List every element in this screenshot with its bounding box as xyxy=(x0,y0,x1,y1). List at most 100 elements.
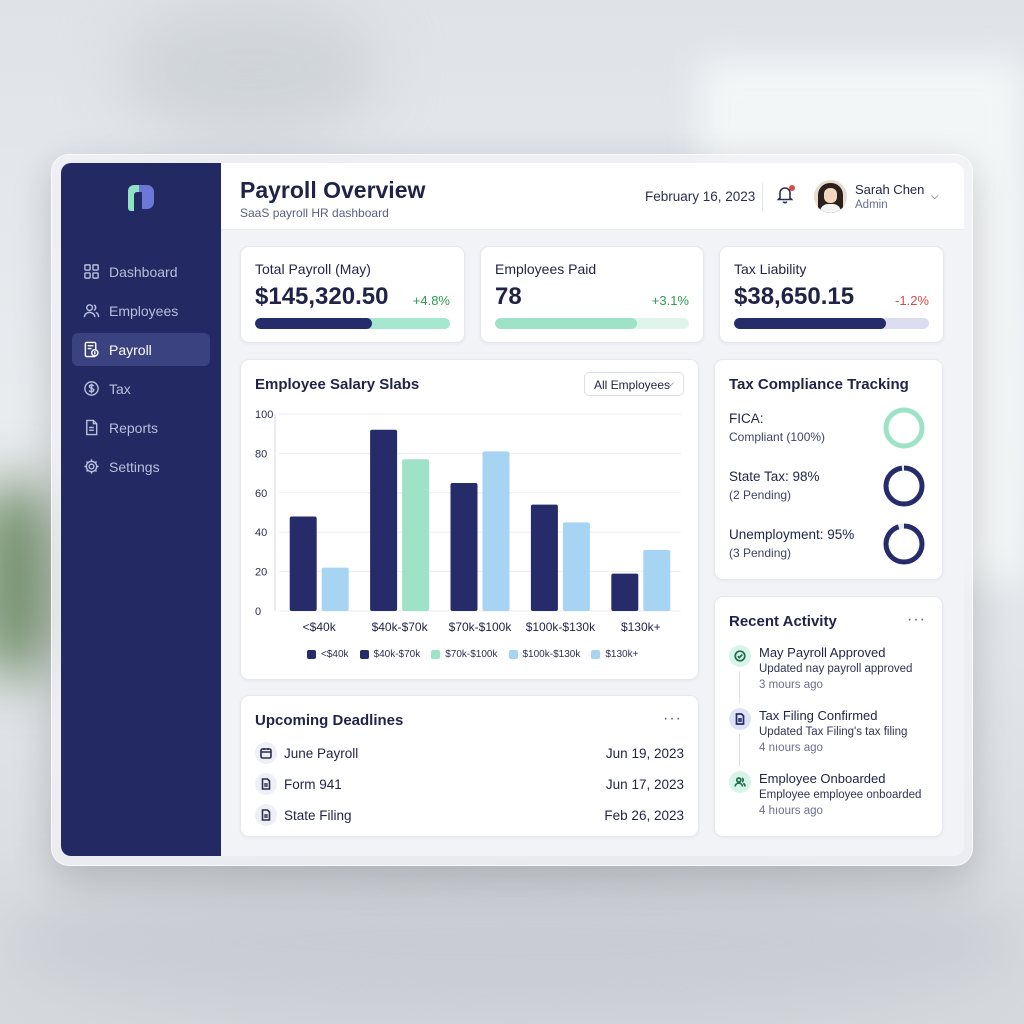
legend-swatch xyxy=(431,650,441,659)
sidebar-item-reports[interactable]: Reports xyxy=(72,411,210,444)
legend-swatch xyxy=(359,650,369,659)
progress-fill xyxy=(734,318,887,329)
bar xyxy=(289,516,317,611)
legend-label: $100k-$130k xyxy=(522,649,581,660)
bar xyxy=(611,573,639,611)
legend-swatch xyxy=(508,650,518,659)
deadline-row[interactable]: Form 941 Jun 17, 2023 xyxy=(255,773,684,795)
activity-description: Updated nay payroll approved xyxy=(759,663,913,675)
activity-time: 4 hıours ago xyxy=(759,805,823,817)
compliance-row-fica: FICA: Compliant (100%) xyxy=(729,411,825,444)
deadline-name: Form 941 xyxy=(284,776,342,792)
brand-logo[interactable] xyxy=(126,183,156,213)
compliance-status: (3 Pending) xyxy=(729,546,792,560)
x-tick-label: $100k-$130k xyxy=(526,620,596,634)
kpi-value: $38,650.15 xyxy=(734,283,855,310)
background-floor xyxy=(0,860,1024,1024)
page-title: Payroll Overview xyxy=(240,177,426,203)
progress-bar xyxy=(495,318,689,329)
x-tick-label: $40k-$70k xyxy=(372,620,429,634)
ring-progress xyxy=(883,407,925,449)
card-title: Tax Compliance Tracking xyxy=(729,376,909,393)
sidebar-item-tax[interactable]: Tax xyxy=(72,372,210,405)
kpi-delta: -1.2% xyxy=(895,293,929,308)
chevron-down-icon: ⌵ xyxy=(667,378,674,388)
kpi-value: $145,320.50 xyxy=(255,283,389,310)
main-content: Payroll Overview SaaS payroll HR dashboa… xyxy=(221,163,964,856)
y-tick-label: 20 xyxy=(255,567,267,579)
kpi-card-total-payroll: Total Payroll (May) $145,320.50 +4.8% xyxy=(240,246,465,343)
activity-title: May Payroll Approved xyxy=(759,645,886,660)
deadline-row[interactable]: June Payroll Jun 19, 2023 xyxy=(255,742,684,764)
top-header: Payroll Overview SaaS payroll HR dashboa… xyxy=(221,163,964,230)
sidebar-item-employees[interactable]: Employees xyxy=(72,294,210,327)
payroll-app: Dashboard Employees Payroll Tax Reports xyxy=(61,163,964,856)
bar xyxy=(643,549,671,611)
timeline-connector xyxy=(739,671,740,703)
deadline-name: State Filing xyxy=(284,807,352,823)
kpi-value: 78 xyxy=(495,283,522,310)
kpi-card-tax-liability: Tax Liability $38,650.15 -1.2% xyxy=(719,246,944,343)
sidebar-item-dashboard[interactable]: Dashboard xyxy=(72,255,210,288)
employee-filter-dropdown[interactable]: All Employees ⌵ xyxy=(584,372,684,396)
legend-item: $130k+ xyxy=(591,649,638,660)
avatar[interactable] xyxy=(814,180,847,213)
recent-activity-card: Recent Activity ··· May Payroll Approved… xyxy=(714,596,943,837)
legend-label: $130k+ xyxy=(605,649,639,660)
more-menu-button[interactable]: ··· xyxy=(663,710,682,727)
check-circle-icon xyxy=(729,645,751,667)
kpi-delta: +3.1% xyxy=(651,293,689,308)
user-name[interactable]: Sarah Chen xyxy=(855,182,925,197)
legend-item: <$40k xyxy=(307,649,349,660)
compliance-status: Compliant (100%) xyxy=(729,430,826,444)
activity-title: Tax Filing Confirmed xyxy=(759,708,878,723)
card-title: Employee Salary Slabs xyxy=(255,376,420,393)
y-tick-label: 0 xyxy=(255,606,261,618)
dollar-circle-icon xyxy=(82,380,100,398)
compliance-status: (2 Pending) xyxy=(729,488,792,502)
legend-swatch xyxy=(591,650,601,659)
more-menu-button[interactable]: ··· xyxy=(907,611,926,628)
x-tick-label: $70k-$100k xyxy=(449,620,513,634)
bar xyxy=(482,451,510,611)
sidebar-item-label: Reports xyxy=(109,419,159,436)
kpi-card-employees-paid: Employees Paid 78 +3.1% xyxy=(480,246,704,343)
legend-label: $40k-$70k xyxy=(373,649,421,660)
background-blur xyxy=(120,0,380,140)
file-icon xyxy=(255,773,277,795)
legend-item: $40k-$70k xyxy=(359,649,421,660)
gear-icon xyxy=(82,458,100,476)
payroll-icon xyxy=(82,341,100,359)
compliance-row-unemployment: Unemployment: 95% (3 Pending) xyxy=(729,527,854,560)
card-title: Recent Activity xyxy=(729,613,837,630)
kpi-delta: +4.8% xyxy=(412,293,450,308)
document-icon xyxy=(82,419,100,437)
activity-description: Updated Tax Filing's tax filing xyxy=(759,726,908,738)
deadline-row[interactable]: State Filing Feb 26, 2023 xyxy=(255,804,684,826)
sidebar-item-settings[interactable]: Settings xyxy=(72,450,210,483)
background-plant xyxy=(0,480,50,680)
bar xyxy=(321,567,349,611)
tax-compliance-card: Tax Compliance Tracking FICA: Compliant … xyxy=(714,359,943,580)
progress-bar xyxy=(255,318,450,329)
deadline-date: Jun 17, 2023 xyxy=(605,776,684,792)
page-subtitle: SaaS payroll HR dashboard xyxy=(240,206,389,220)
bell-icon[interactable] xyxy=(775,184,797,206)
document-icon xyxy=(729,708,751,730)
compliance-ring xyxy=(883,407,925,449)
progress-bar xyxy=(734,318,929,329)
y-tick-label: 40 xyxy=(255,527,267,539)
header-divider xyxy=(762,183,763,211)
sidebar-item-payroll[interactable]: Payroll xyxy=(72,333,210,366)
activity-title: Employee Onboarded xyxy=(759,771,886,786)
current-date: February 16, 2023 xyxy=(645,189,756,204)
compliance-label: Unemployment: 95% xyxy=(729,527,855,542)
card-title: Upcoming Deadlines xyxy=(255,712,404,729)
chevron-down-icon[interactable]: ⌵ xyxy=(931,191,939,202)
dropdown-value: All Employees xyxy=(594,378,671,392)
sidebar-item-label: Settings xyxy=(109,458,160,475)
activity-description: Employee employee onboarded xyxy=(759,789,922,801)
salary-bar-chart: 100 80 60 40 20 0 <$40k $40k-$70k $70k-$100k $100… xyxy=(255,409,681,634)
bar xyxy=(450,482,478,611)
legend-label: <$40k xyxy=(321,649,349,660)
